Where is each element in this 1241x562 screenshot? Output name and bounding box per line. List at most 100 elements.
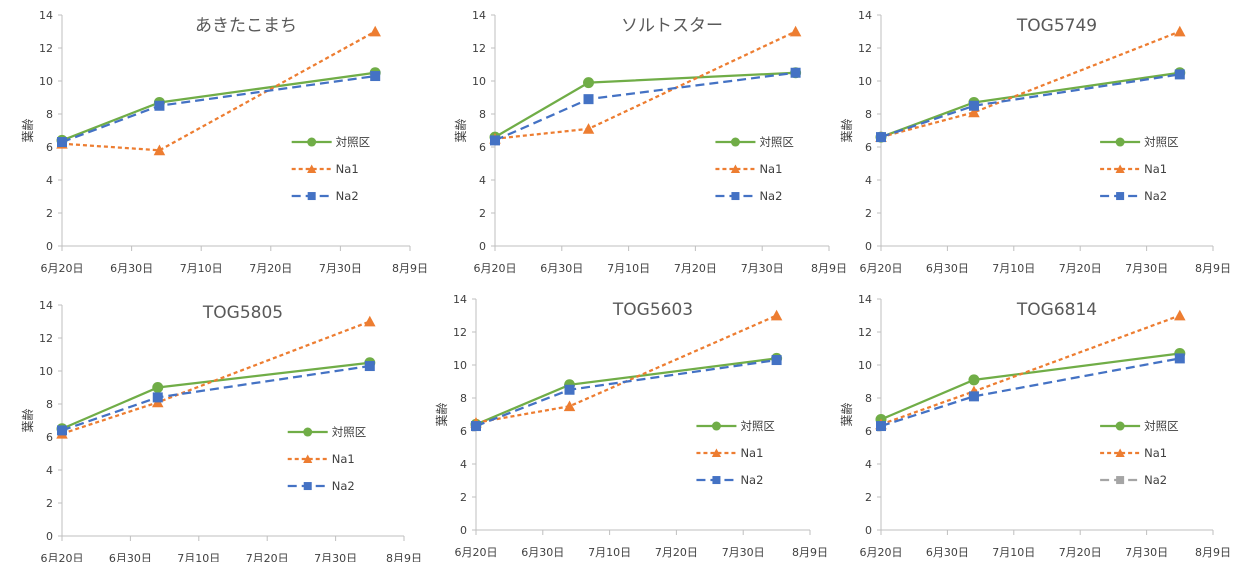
x-tick-label: 8月9日 (1195, 262, 1231, 275)
series-point-2 (789, 25, 802, 37)
x-tick-label: 8月9日 (792, 546, 828, 559)
x-tick-label: 6月20日 (455, 546, 498, 559)
y-tick-label: 10 (472, 75, 486, 88)
y-tick-label: 10 (39, 75, 53, 88)
series-point-3 (490, 135, 500, 146)
series-line-2 (61, 320, 371, 435)
y-tick-label: 4 (479, 174, 486, 187)
y-tick-label: 8 (46, 108, 53, 121)
y-tick-label: 14 (39, 299, 53, 312)
chart-svg: TOG5805 0 2 4 6 8 10 12 14 6月20日 6月30日 7月10日 7月20日 7月… (20, 299, 422, 562)
chart-panel-1: あきたこまち 0 2 4 6 8 10 12 14 6月20日 6月30日 7月10日 7月20日 7月3… (0, 0, 428, 282)
series-line-1 (494, 71, 796, 139)
x-tick-label: 7月30日 (1125, 262, 1168, 275)
y-tick-label: 10 (453, 359, 467, 372)
legend-marker (730, 137, 740, 147)
series-line-3 (61, 74, 376, 144)
legend-marker (1115, 137, 1125, 147)
y-tick-label: 8 (865, 392, 872, 405)
y-tick-label: 12 (453, 326, 467, 339)
legend-marker (1115, 164, 1125, 173)
y-tick-label: 0 (46, 530, 53, 543)
y-tick-label: 6 (46, 431, 53, 444)
chart-svg: ソルトスター 0 2 4 6 8 10 12 14 6月20日 6月30日 7月10日 7月20日 7月3… (453, 9, 847, 275)
y-tick-label: 12 (858, 42, 872, 55)
x-tick-label: 6月30日 (926, 262, 969, 275)
y-tick-label: 8 (479, 108, 486, 121)
chart-title: TOG5603 (612, 300, 693, 320)
series-point-3 (968, 100, 979, 111)
legend-marker (1115, 448, 1125, 457)
y-axis-label: 葉齢 (434, 402, 449, 426)
legend-marker (307, 137, 317, 147)
x-tick-label: 7月30日 (1125, 546, 1168, 559)
y-tick-label: 0 (865, 240, 872, 253)
legend-marker (303, 427, 313, 437)
series-point-2 (153, 144, 166, 156)
legend-label: Na1 (759, 162, 782, 176)
y-axis-label: 葉齢 (20, 408, 35, 432)
series-line-3 (880, 73, 1180, 139)
legend-label: Na1 (1144, 162, 1167, 176)
legend-marker (731, 192, 740, 201)
x-tick-label: 6月30日 (521, 546, 564, 559)
legend-label: Na1 (740, 446, 763, 460)
chart-svg: あきたこまち 0 2 4 6 8 10 12 14 6月20日 6月30日 7月10日 7月20日 7月3… (20, 9, 428, 275)
series-point-3 (790, 67, 801, 78)
legend-label: 対照区 (1144, 419, 1179, 433)
x-tick-label: 6月20日 (860, 262, 903, 275)
x-tick-label: 8月9日 (386, 552, 422, 562)
legend-marker (307, 164, 317, 173)
series-point-3 (583, 94, 594, 105)
x-tick-label: 6月30日 (109, 552, 152, 562)
series-point-2 (563, 400, 576, 412)
y-tick-label: 2 (46, 497, 53, 510)
series-line-3 (475, 358, 777, 428)
series-point-2 (770, 309, 783, 321)
series-line-2 (61, 30, 376, 152)
y-tick-label: 0 (460, 524, 467, 537)
y-tick-label: 14 (858, 9, 872, 22)
series-point-2 (1174, 309, 1186, 321)
y-tick-label: 14 (858, 293, 872, 306)
x-tick-label: 7月10日 (992, 546, 1035, 559)
chart-panel-3: TOG5749 0 2 4 6 8 10 12 14 6月20日 6月30日 7月10日 7月20日 7月… (826, 0, 1241, 282)
y-tick-label: 10 (858, 359, 872, 372)
series-point-3 (364, 361, 375, 372)
series-point-3 (152, 392, 163, 403)
legend-label: Na2 (1144, 189, 1167, 203)
series-point-3 (968, 391, 979, 402)
legend-marker (711, 448, 722, 457)
y-tick-label: 0 (865, 524, 872, 537)
chart-svg: TOG5603 0 2 4 6 8 10 12 14 6月20日 6月30日 7月10日 7月20日 7月… (434, 293, 828, 559)
series-point-2 (1174, 25, 1186, 37)
series-point-3 (1174, 69, 1185, 80)
y-tick-label: 4 (460, 458, 467, 471)
y-tick-label: 6 (865, 425, 872, 438)
x-tick-label: 7月30日 (741, 262, 784, 275)
y-tick-label: 6 (865, 141, 872, 154)
series-line-1 (880, 71, 1180, 139)
chart-title: TOG5805 (202, 303, 283, 323)
x-tick-label: 7月20日 (246, 552, 289, 562)
legend-marker (711, 421, 721, 431)
x-tick-label: 7月10日 (992, 262, 1035, 275)
legend-label: 対照区 (336, 135, 371, 149)
chart-svg: TOG6814 0 2 4 6 8 10 12 14 6月20日 6月30日 7月10日 7月20日 7月… (839, 293, 1231, 559)
series-point-2 (582, 123, 595, 134)
y-tick-label: 8 (865, 108, 872, 121)
y-tick-label: 2 (865, 491, 872, 504)
series-point-3 (1174, 353, 1185, 364)
series-line-2 (494, 30, 797, 140)
x-tick-label: 6月20日 (474, 262, 517, 275)
y-tick-label: 4 (865, 458, 872, 471)
legend-marker (1115, 421, 1125, 431)
legend-marker (712, 476, 721, 485)
x-tick-label: 6月30日 (110, 262, 153, 275)
chart-title: あきたこまち (195, 16, 297, 36)
legend-label: Na2 (740, 473, 763, 487)
x-tick-label: 7月10日 (588, 546, 631, 559)
x-tick-label: 7月30日 (319, 262, 362, 275)
y-tick-label: 4 (46, 464, 53, 477)
